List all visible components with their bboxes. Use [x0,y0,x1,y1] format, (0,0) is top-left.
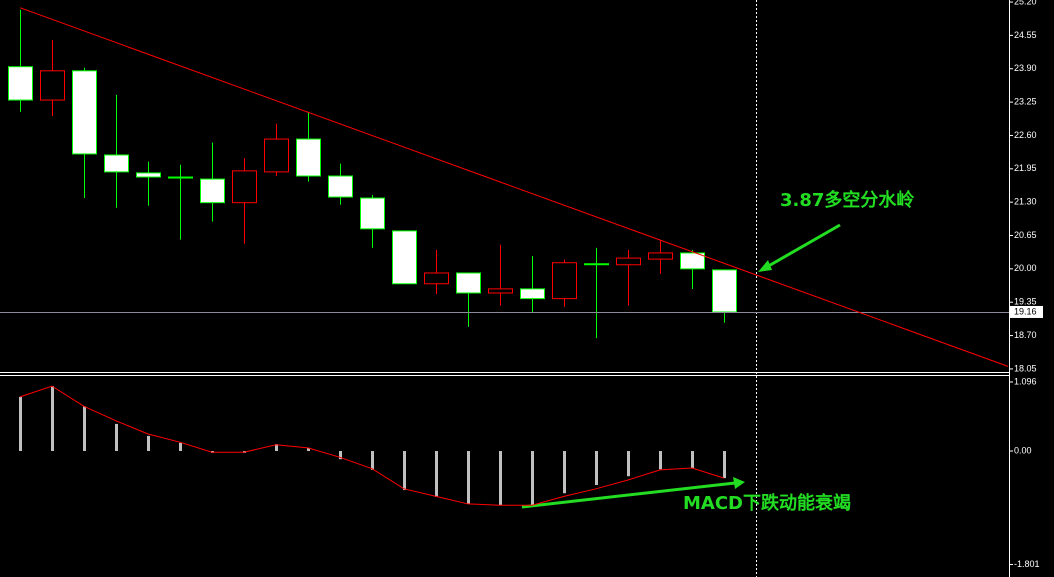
trendline [19,7,1009,367]
macd-bar [275,444,278,452]
macd-bar [435,451,438,497]
macd-bar [531,451,534,506]
macd-bar [691,451,694,469]
y-tick-label: 23.25 [1014,96,1037,106]
y-tick-label: 19.35 [1014,297,1037,307]
y-tick-label: 20.65 [1014,230,1037,240]
macd-bar [499,451,502,506]
candle-body [200,178,225,204]
arrow [521,481,736,509]
y-tick-label: 25.20 [1014,0,1037,6]
y-tick-label: -1.801 [1014,559,1040,569]
y-tick-label: 21.95 [1014,163,1037,173]
macd-bar [403,451,406,491]
candle-body [168,176,193,179]
macd-bar [51,386,54,452]
signal-line [19,385,725,506]
arrow [764,223,841,270]
candle-body [712,269,737,313]
macd-bar [563,451,566,494]
macd-bar [595,451,598,486]
macd-bar [627,451,630,477]
price-box [1010,305,1043,318]
annotation: 3.87多空分水岭 [780,189,914,211]
candle-body [328,175,353,198]
candle-body [584,263,609,266]
candle-body [456,272,481,294]
candle-body [520,288,545,300]
candle-body [232,170,257,204]
candle-body [8,66,33,101]
macd-bar [179,442,182,452]
y-tick-label: 18.05 [1014,363,1037,373]
macd-bar [307,447,310,452]
price-label: 19.16 [1014,306,1037,316]
y-tick-label: 22.60 [1014,130,1037,140]
y-tick-label: 0.00 [1014,445,1032,455]
y-tick-label: 18.70 [1014,330,1037,340]
y-tick-label: 20.00 [1014,263,1037,273]
y-tick-label: 24.55 [1014,30,1037,40]
candle-body [552,262,577,300]
candle-body [680,252,705,270]
candle-body [40,70,65,101]
candle-body [136,172,161,178]
macd-bar [339,451,342,460]
arrow-head [758,260,772,272]
candle-body [424,272,449,285]
macd-bar [371,451,374,470]
macd-bar [723,451,726,479]
macd-bar [83,406,86,452]
macd-bar [19,396,22,452]
macd-bar [467,451,470,504]
candle-body [488,288,513,294]
candle-body [104,154,129,173]
candle-body [296,138,321,177]
candle-body [616,257,641,266]
candle-body [392,230,417,285]
candle-body [648,252,673,260]
candle-body [264,138,289,173]
annotation: MACD下跌动能衰竭 [683,492,851,514]
macd-bar [659,451,662,470]
macd-bar [147,435,150,452]
candle-body [72,70,97,155]
macd-bar [115,423,118,452]
y-tick-label: 23.90 [1014,63,1037,73]
y-tick-label: 1.096 [1014,376,1037,386]
candle-body [360,197,385,230]
arrow-head [733,477,745,489]
y-tick-label: 21.30 [1014,197,1037,207]
